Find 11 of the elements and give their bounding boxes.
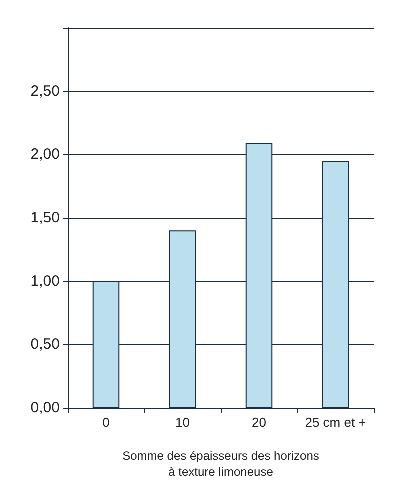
- x-tick-label: 25 cm et +: [305, 415, 366, 430]
- x-tick-label: 0: [102, 415, 110, 430]
- y-tick-label: 2,00: [30, 146, 60, 164]
- y-tick-label: 2,50: [30, 82, 60, 100]
- x-axis-title: Somme des épaisseurs des horizons à texture limoneuse: [122, 449, 320, 479]
- y-tick-label: 0,50: [30, 336, 60, 354]
- x-tick-label: 10: [176, 415, 190, 430]
- y-tick-label: 0,00: [30, 400, 60, 416]
- y-tick-label: 1,50: [30, 210, 60, 226]
- x-tick-label: 20: [252, 415, 266, 430]
- y-tick-label: 1,00: [30, 272, 60, 290]
